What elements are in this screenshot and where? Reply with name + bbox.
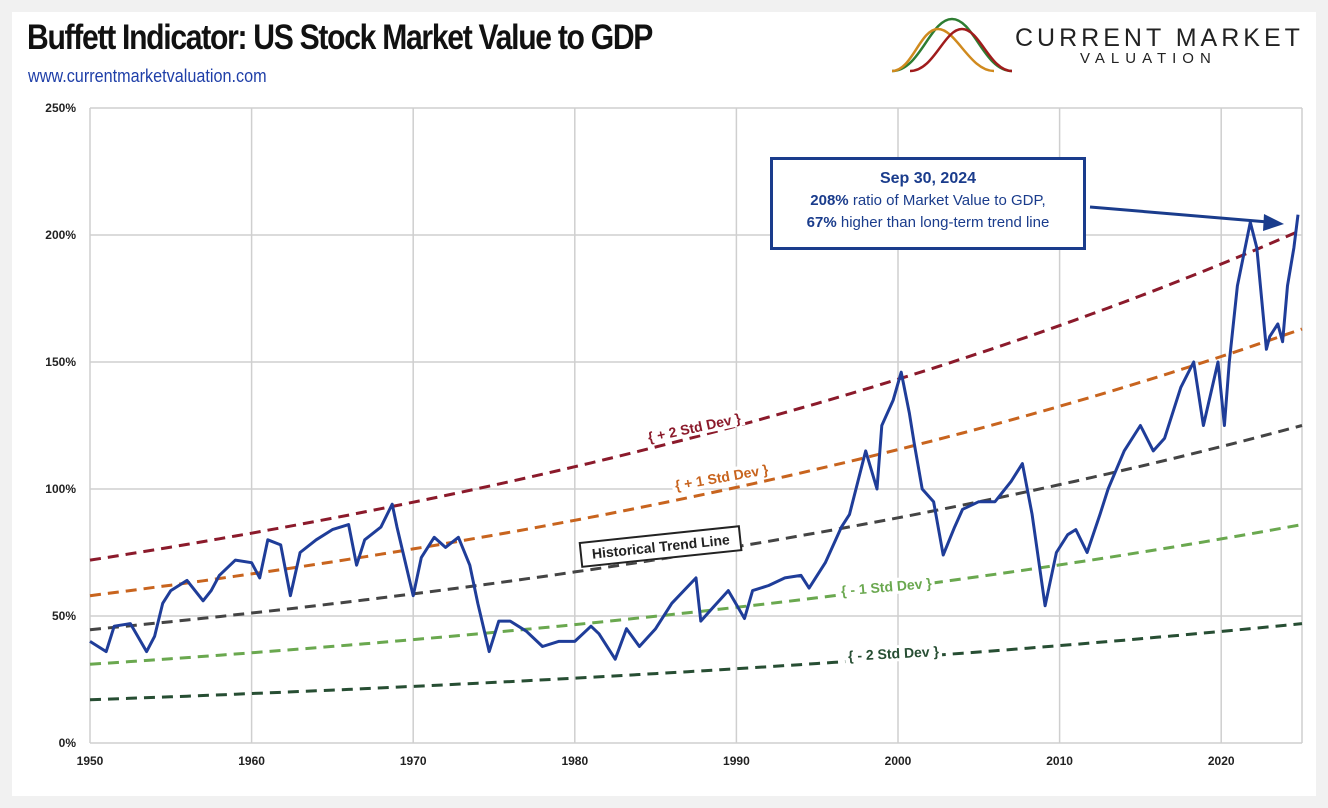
x-tick-label: 1950 xyxy=(77,754,104,768)
market-value-to-gdp-line xyxy=(89,214,1300,661)
annotation-box: Sep 30, 2024 208% ratio of Market Value … xyxy=(770,157,1086,250)
x-tick-label: 1980 xyxy=(561,754,588,768)
minus2-band-line xyxy=(89,622,1303,702)
plus1-band-line xyxy=(89,327,1303,598)
y-tick-label: 200% xyxy=(45,228,76,242)
chart-title: Buffett Indicator: US Stock Market Value… xyxy=(27,18,653,57)
x-tick-label: 2000 xyxy=(885,754,912,768)
y-tick-label: 0% xyxy=(59,736,77,750)
annotation-ratio: 208% xyxy=(810,192,849,209)
y-tick-label: 50% xyxy=(52,609,76,623)
minus1-band-line xyxy=(89,523,1303,666)
annotation-date: Sep 30, 2024 xyxy=(879,170,977,187)
source-url: www.currentmarketvaluation.com xyxy=(28,66,267,86)
x-tick-label: 2020 xyxy=(1208,754,1235,768)
logo-subtext: VALUATION xyxy=(1080,50,1217,67)
y-tick-label: 150% xyxy=(45,355,76,369)
annotation-arrowhead xyxy=(1263,214,1284,231)
annotation-premium-text: higher than long-term trend line xyxy=(836,214,1050,231)
plus2-band-line xyxy=(89,228,1303,562)
y-tick-label: 250% xyxy=(45,101,76,115)
annotation-ratio-text: ratio of Market Value to GDP, xyxy=(848,192,1046,209)
logo-text: CURRENT MARKET xyxy=(1015,24,1304,52)
annotation-premium: 67% xyxy=(806,214,837,231)
x-tick-label: 1960 xyxy=(238,754,265,768)
trend-band-line xyxy=(89,424,1303,632)
logo-icon xyxy=(891,17,1013,73)
y-tick-label: 100% xyxy=(45,482,76,496)
x-tick-label: 1990 xyxy=(723,754,750,768)
annotation-arrow xyxy=(1089,205,1269,224)
x-tick-label: 1970 xyxy=(400,754,427,768)
x-tick-label: 2010 xyxy=(1046,754,1073,768)
chart-card xyxy=(12,12,1316,796)
